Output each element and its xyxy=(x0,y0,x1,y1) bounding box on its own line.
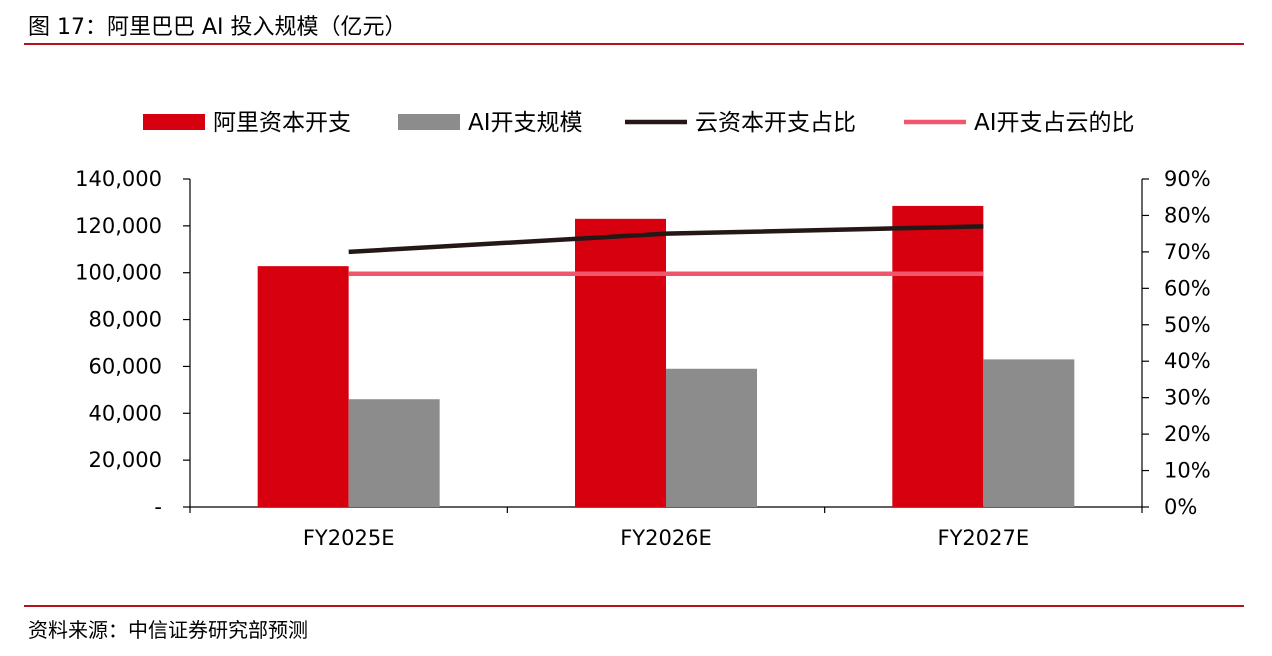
legend-label: AI开支占云的比 xyxy=(974,110,1135,136)
source-note: 资料来源：中信证券研究部预测 xyxy=(28,618,308,642)
y-left-tick-label: 80,000 xyxy=(89,308,162,332)
y-right-axis: 0% 10% 20% 30% 40% 50% 60% 70% 80% 90% xyxy=(1141,167,1211,519)
x-tick-label: FY2025E xyxy=(303,526,395,550)
title-rule xyxy=(24,43,1244,45)
bar xyxy=(348,399,440,507)
y-left-tick-label: 100,000 xyxy=(75,261,162,285)
bars xyxy=(257,205,1075,508)
y-right-tick-label: 10% xyxy=(1164,459,1211,483)
chart: 阿里资本开支 AI开支规模 云资本开支占比 AI开支占云的比 - 20,000 40,00… xyxy=(75,110,1211,550)
lines xyxy=(348,224,984,277)
bar xyxy=(257,266,349,507)
bar xyxy=(666,368,757,507)
x-axis: FY2025E FY2026E FY2027E xyxy=(189,506,1143,550)
legend: 阿里资本开支 AI开支规模 云资本开支占比 AI开支占云的比 xyxy=(143,110,1135,136)
y-left-tick-label: 40,000 xyxy=(89,401,162,425)
bar xyxy=(892,205,984,507)
y-right-tick-label: 0% xyxy=(1164,495,1197,519)
legend-swatch xyxy=(143,114,205,130)
x-tick-label: FY2027E xyxy=(938,526,1030,550)
y-right-tick-label: 30% xyxy=(1164,386,1211,410)
figure-title: 图 17：阿里巴巴 AI 投入规模（亿元） xyxy=(28,15,407,40)
y-left-tick-label: - xyxy=(154,495,162,519)
y-right-tick-label: 70% xyxy=(1164,240,1211,264)
y-right-tick-label: 80% xyxy=(1164,203,1211,227)
y-left-tick-label: 20,000 xyxy=(89,448,162,472)
legend-label: AI开支规模 xyxy=(468,110,583,136)
y-left-tick-label: 120,000 xyxy=(75,214,162,238)
source-rule xyxy=(24,605,1244,607)
legend-swatch xyxy=(398,114,460,130)
bar xyxy=(983,359,1075,507)
series-line xyxy=(348,224,984,255)
y-left-tick-label: 60,000 xyxy=(89,354,162,378)
y-right-tick-label: 90% xyxy=(1164,167,1211,191)
legend-label: 云资本开支占比 xyxy=(695,110,856,136)
y-right-tick-label: 50% xyxy=(1164,313,1211,337)
y-left-axis: - 20,000 40,000 60,000 80,000 100,000 120,000 1… xyxy=(75,167,191,519)
y-right-tick-label: 60% xyxy=(1164,276,1211,300)
bar xyxy=(575,218,666,508)
y-right-tick-label: 20% xyxy=(1164,422,1211,446)
y-right-tick-label: 40% xyxy=(1164,349,1211,373)
legend-label: 阿里资本开支 xyxy=(213,110,351,136)
x-tick-label: FY2026E xyxy=(620,526,712,550)
y-left-tick-label: 140,000 xyxy=(75,167,162,191)
